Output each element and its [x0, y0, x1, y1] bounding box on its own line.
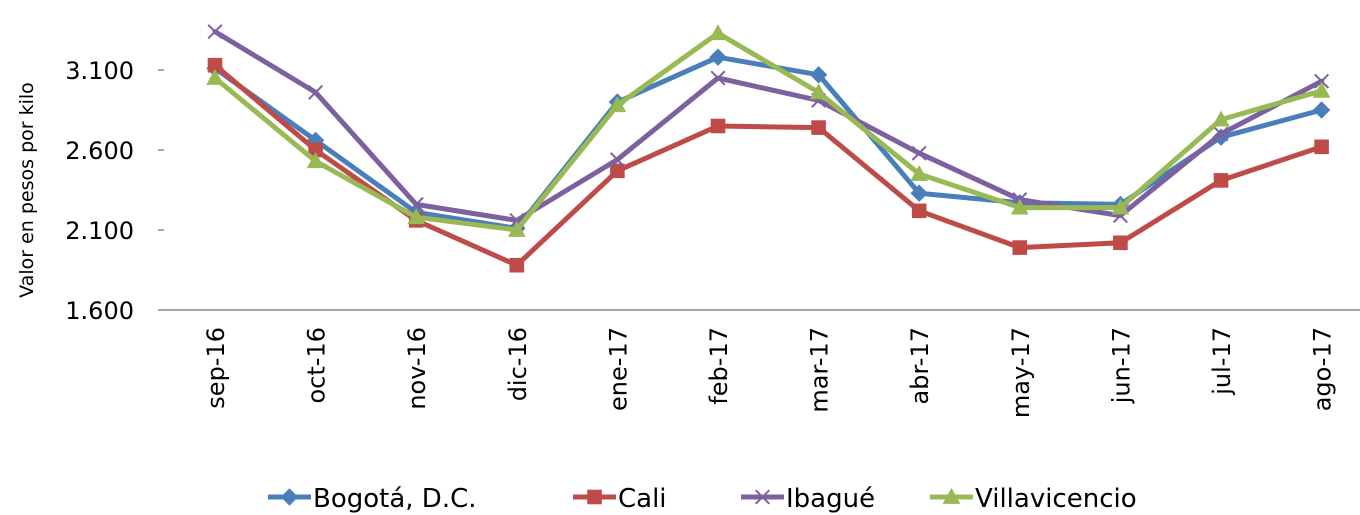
data-point: [407, 208, 426, 225]
legend-item: Ibagué: [741, 484, 875, 514]
data-point: [1312, 101, 1331, 119]
legend-item: Cali: [573, 484, 667, 514]
data-point: [206, 68, 224, 85]
legend-label: Cali: [618, 484, 667, 514]
data-point: [308, 84, 324, 100]
data-point: [1312, 81, 1331, 98]
x-ticks: sep-16 oct-16 nov-16 dic-16 ene-17 feb-17 mar-…: [202, 327, 1337, 418]
legend-marker: [754, 489, 771, 505]
data-point: [910, 164, 929, 181]
y-tick-label: 2.600: [65, 137, 134, 165]
legend-marker: [587, 489, 602, 505]
x-tick-label: dic-16: [504, 327, 532, 401]
series-line: [212, 54, 1325, 231]
data-point: [911, 145, 927, 161]
x-tick-label: ago-17: [1309, 327, 1337, 411]
y-ticks: 1.600 2.100 2.600 3.100: [65, 57, 164, 325]
y-tick-label: 1.600: [65, 297, 134, 325]
data-point: [1010, 198, 1029, 215]
data-point: [709, 24, 727, 41]
y-axis-title: Valor en pesos por kilo: [16, 82, 38, 298]
data-point: [1213, 173, 1229, 188]
data-point: [509, 257, 525, 273]
x-tick-label: sep-16: [202, 327, 230, 409]
data-point: [507, 220, 526, 237]
x-tick-label: oct-16: [303, 327, 331, 404]
series-bogot-d-c: [206, 48, 1331, 238]
x-tick-label: ene-17: [604, 327, 632, 411]
data-point: [610, 163, 625, 179]
x-tick-label: feb-17: [705, 327, 733, 405]
data-point: [809, 66, 828, 84]
y-tick-label: 3.100: [65, 57, 134, 85]
y-tick-label: 2.100: [65, 217, 134, 245]
data-point: [609, 152, 625, 168]
data-point: [1314, 73, 1330, 89]
data-point: [408, 196, 424, 212]
series-villavicencio: [206, 24, 1331, 237]
x-tick-label: nov-16: [403, 327, 431, 410]
data-point: [1314, 139, 1329, 155]
x-tick-label: jun-17: [1107, 327, 1135, 404]
data-point: [710, 70, 726, 86]
legend-item: Bogotá, D.C.: [268, 484, 477, 514]
legend-label: Bogotá, D.C.: [313, 484, 477, 514]
legend-label: Villavicencio: [975, 484, 1137, 514]
data-point: [207, 24, 223, 40]
legend-label: Ibagué: [786, 484, 875, 514]
legend: Bogotá, D.C. Cali Ibagué Villavicencio: [268, 484, 1137, 514]
legend-marker: [942, 487, 961, 504]
series-ibagu: [207, 24, 1330, 228]
data-point: [910, 184, 928, 202]
data-point: [608, 96, 627, 113]
legend-item: Villavicencio: [930, 484, 1137, 514]
x-tick-label: may-17: [1007, 327, 1035, 418]
data-point: [710, 118, 726, 134]
data-point: [306, 152, 325, 169]
data-point: [1111, 198, 1130, 215]
data-point: [911, 203, 927, 219]
x-tick-label: jul-17: [1208, 327, 1236, 396]
data-point: [1213, 126, 1229, 142]
data-point: [809, 83, 828, 100]
x-tick-label: abr-17: [906, 327, 934, 404]
legend-marker: [280, 488, 299, 506]
series-line: [212, 30, 1325, 233]
data-point: [709, 48, 727, 66]
data-point: [1113, 235, 1128, 251]
data-point: [1012, 240, 1028, 255]
data-point: [1212, 110, 1230, 127]
data-point: [811, 120, 826, 135]
x-tick-label: mar-17: [806, 327, 834, 413]
series-line: [212, 29, 1325, 223]
series-layer: [206, 24, 1331, 273]
